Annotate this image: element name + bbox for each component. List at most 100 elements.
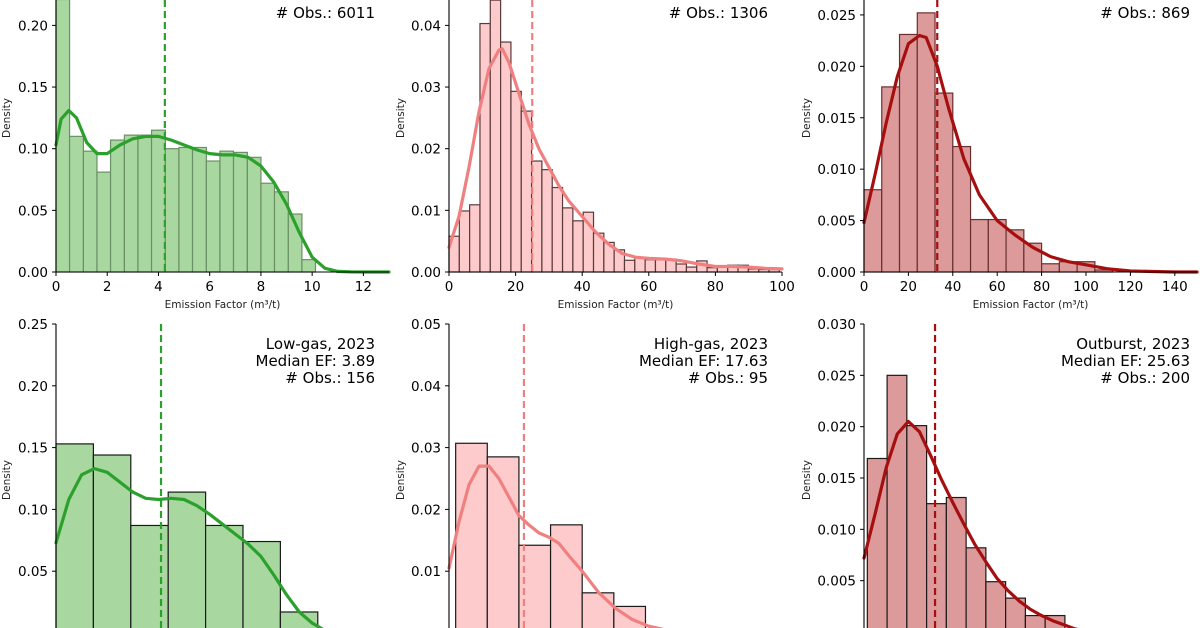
histogram-bar — [1040, 263, 1060, 273]
histogram-bars — [448, 0, 780, 273]
panel-top-middle: 0.00 0.01 0.02 0.03 0.04 0 20 40 60 80 100 Emission… — [395, 0, 795, 311]
histogram-bar — [489, 0, 502, 273]
histogram-bar — [926, 503, 947, 628]
histogram-bar — [500, 41, 512, 273]
histogram-bars — [55, 0, 317, 273]
x-axis-label: Emission Factor (m³/t) — [558, 299, 674, 311]
histogram-bar — [881, 86, 901, 273]
x-tick-label: 0 — [445, 279, 454, 295]
histogram-bar — [191, 146, 207, 273]
y-tick-label: 0.02 — [411, 142, 441, 158]
y-tick-label: 0.04 — [411, 379, 441, 395]
histogram-bar — [246, 156, 262, 273]
y-tick-label: 0.005 — [817, 214, 856, 230]
x-tick-label: 60 — [989, 279, 1006, 295]
y-axis-label: Density — [801, 98, 813, 138]
histogram-bar — [572, 220, 584, 273]
histogram-bar — [242, 540, 281, 628]
x-tick-label: 80 — [1033, 279, 1050, 295]
y-tick-label: 0.010 — [817, 522, 856, 538]
y-tick-label: 0.005 — [817, 574, 856, 590]
histogram-bar — [164, 148, 180, 273]
histogram-bar — [123, 134, 139, 273]
x-tick-label: 20 — [507, 279, 524, 295]
y-tick-label: 0.01 — [411, 203, 441, 219]
x-axis-label: Emission Factor (m³/t) — [165, 299, 281, 311]
histogram-bar — [260, 182, 276, 273]
kde-line — [447, 47, 784, 271]
histogram-bar — [150, 129, 166, 273]
x-tick-label: 40 — [574, 279, 591, 295]
y-tick-label: 0.10 — [18, 142, 48, 158]
histogram-bars — [866, 374, 1066, 628]
y-tick-label: 0.20 — [18, 18, 48, 34]
histogram-bar — [654, 259, 667, 273]
y-axis-label: Density — [1, 460, 13, 500]
y-tick-label: 0.010 — [817, 162, 856, 178]
histogram-bar — [675, 263, 688, 273]
y-tick-label: 0.01 — [411, 564, 441, 580]
annotation-text: Median EF: 17.63 — [639, 352, 768, 370]
histogram-bar — [109, 139, 125, 273]
x-tick-label: 2 — [103, 279, 112, 295]
y-tick-label: 0.15 — [18, 80, 48, 96]
y-tick-label: 0.020 — [817, 59, 856, 75]
y-tick-label: 0.025 — [817, 368, 856, 384]
histogram-bar — [985, 581, 1007, 628]
histogram-bar — [455, 442, 488, 628]
panel-top-left: 0.00 0.05 0.10 0.15 0.20 0 2 4 6 8 10 12 Emission Fa… — [1, 0, 391, 311]
annotation-text: Median EF: 3.89 — [256, 352, 376, 370]
histogram-bar — [644, 259, 657, 273]
annotation-text: # Obs.: 95 — [688, 369, 768, 387]
y-tick-label: 0.10 — [18, 502, 48, 518]
annotation-text: High-gas, 2023 — [654, 335, 768, 353]
panel-bottom-middle: 0.01 0.02 0.03 0.04 0.05 Density High-gas, 202… — [395, 317, 768, 628]
annotation-text: # Obs.: 200 — [1100, 369, 1190, 387]
x-tick-label: 100 — [769, 279, 795, 295]
y-tick-label: 0.04 — [411, 18, 441, 34]
histogram-bar — [866, 457, 888, 628]
x-tick-label: 0 — [52, 279, 61, 295]
y-axis-label: Density — [395, 460, 407, 500]
histogram-bar — [541, 169, 553, 273]
panel-top-right: 0.000 0.005 0.010 0.015 0.020 0.025 0 20 40 60 80 1… — [801, 0, 1199, 311]
annotation-text: Outburst, 2023 — [1076, 335, 1190, 353]
histogram-bar — [130, 524, 169, 628]
x-tick-label: 100 — [1073, 279, 1099, 295]
histogram-bar — [898, 33, 918, 273]
histogram-bar — [219, 150, 235, 273]
y-tick-label: 0.015 — [817, 471, 856, 487]
x-tick-label: 0 — [860, 279, 869, 295]
annotation-text: # Obs.: 869 — [1100, 4, 1190, 22]
histogram-bar — [945, 496, 967, 628]
y-tick-label: 0.020 — [817, 420, 856, 436]
kde-line — [862, 419, 1079, 628]
kde-line — [447, 464, 665, 628]
histogram-bar — [469, 204, 481, 273]
panel-bottom-right: 0.005 0.010 0.015 0.020 0.025 0.030 Density Out… — [801, 317, 1190, 628]
kde-line — [54, 467, 324, 628]
y-tick-label: 0.20 — [18, 379, 48, 395]
kde-line — [54, 108, 391, 274]
histogram-bar — [479, 22, 491, 273]
kde-line — [862, 33, 1199, 274]
histogram-bar — [685, 266, 698, 273]
histogram-bar — [863, 189, 883, 273]
histogram-bar — [969, 218, 989, 273]
y-axis-label: Density — [395, 98, 407, 138]
histogram-bar — [301, 259, 317, 273]
x-tick-label: 80 — [707, 279, 724, 295]
histogram-bar — [137, 134, 153, 273]
histogram-bar — [55, 443, 94, 628]
histogram-bar — [204, 524, 244, 628]
x-tick-label: 60 — [640, 279, 657, 295]
x-tick-label: 20 — [900, 279, 917, 295]
histogram-bar — [510, 90, 522, 273]
histogram-bar — [82, 150, 98, 273]
x-tick-label: 6 — [205, 279, 214, 295]
histogram-bar — [551, 186, 564, 273]
histogram-bar — [167, 491, 207, 628]
y-tick-label: 0.000 — [817, 265, 856, 281]
y-tick-label: 0.015 — [817, 111, 856, 127]
histogram-bar — [486, 456, 520, 628]
